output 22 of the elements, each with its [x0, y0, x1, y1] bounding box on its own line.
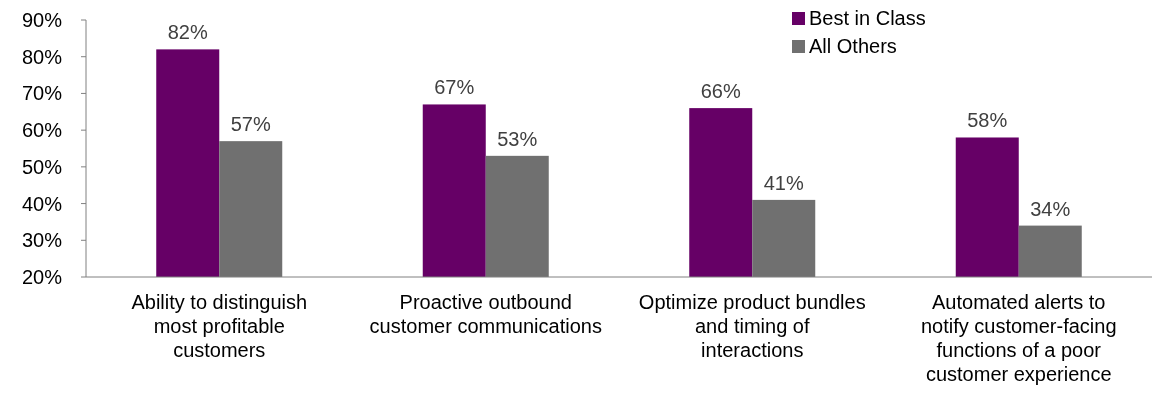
- y-tick-label: 90%: [21, 9, 63, 31]
- y-tick-label: 70%: [21, 82, 63, 105]
- legend-label: Best in Class: [809, 7, 926, 29]
- y-tick-label: 80%: [21, 45, 63, 68]
- x-tick-label: Automated alerts to notify customer-facing functions of a poor customer experience: [920, 291, 1117, 385]
- data-label: 82%: [167, 21, 208, 44]
- y-tick-label: 50%: [21, 155, 63, 178]
- data-label: 53%: [497, 127, 538, 150]
- data-label: 41%: [763, 171, 804, 194]
- y-tick-label: 60%: [21, 119, 63, 142]
- data-label: 66%: [700, 80, 741, 103]
- legend-label: All Others: [809, 35, 897, 57]
- y-tick-label: 30%: [21, 229, 63, 252]
- data-label: 58%: [967, 109, 1008, 132]
- y-tick-label: 20%: [21, 266, 63, 288]
- data-label: 57%: [230, 113, 271, 136]
- data-label: 34%: [1030, 197, 1071, 220]
- data-label: 67%: [434, 76, 475, 99]
- x-tick-label: Proactive outbound customer communications: [369, 291, 602, 337]
- y-tick-label: 40%: [21, 192, 63, 215]
- x-tick-label: Ability to distinguish most profitable customers: [131, 291, 308, 361]
- x-tick-label: Optimize product bundles and timing of interactions: [638, 291, 866, 361]
